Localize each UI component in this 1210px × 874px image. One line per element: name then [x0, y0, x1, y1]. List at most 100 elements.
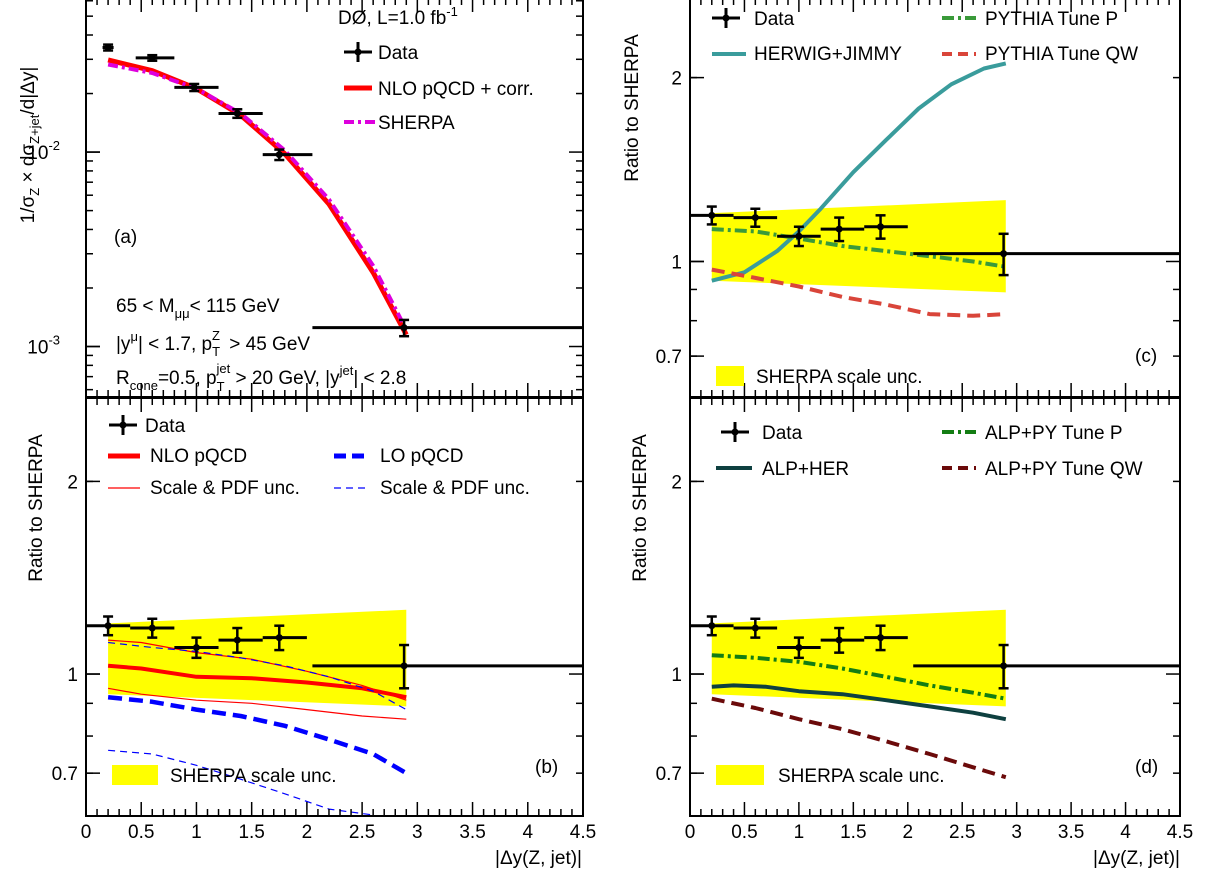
- legend-label-band: SHERPA scale unc.: [170, 766, 337, 787]
- panel-a-ylabel: 1/σZ × dσZ+jet/d|Δy|: [18, 67, 42, 224]
- legend-marker-data: [344, 42, 372, 62]
- data-point: [312, 643, 583, 690]
- x-tick-label: 4: [522, 822, 533, 843]
- legend-marker-band: [716, 765, 764, 785]
- y-tick-label: 0.7: [52, 764, 78, 785]
- data-point: [733, 617, 778, 639]
- x-tick-label: 1.5: [238, 822, 264, 843]
- data-point: [174, 636, 219, 660]
- data-marker: [751, 214, 759, 222]
- data-point: [777, 225, 821, 248]
- panel-a-legend: Data NLO pQCD + corr. SHERPA: [344, 42, 534, 134]
- data-marker: [400, 324, 408, 332]
- data-marker: [708, 622, 716, 630]
- data-point: [218, 626, 263, 654]
- data-marker: [233, 636, 241, 644]
- panel-d-xlabel: |Δy(Z, jet)|: [1093, 848, 1180, 869]
- legend-label-alp-qw: ALP+PY Tune QW: [985, 459, 1143, 480]
- data-marker: [192, 644, 200, 652]
- data-marker: [1000, 250, 1008, 258]
- data-marker: [148, 624, 156, 632]
- legend-label-herwig: HERWIG+JIMMY: [754, 44, 902, 65]
- data-marker: [708, 211, 716, 219]
- panel-d: 0 0.5 1 1.5 2 2.5 3 3.5 4 4.5 2 1 0.7 Ratio to SHERP…: [630, 397, 1193, 869]
- data-marker: [751, 624, 759, 632]
- x-tick-label: 2: [302, 822, 313, 843]
- data-point: [218, 108, 263, 120]
- legend-marker-band: [112, 765, 158, 785]
- legend-marker-data: [109, 415, 137, 435]
- panel-a: 10-2 10-3 1/σZ × dσZ+jet/d|Δy| (a) DØ, L=…: [18, 0, 584, 398]
- y-tick-exponent: -2: [48, 138, 60, 153]
- y-tick-label: 1: [67, 665, 78, 686]
- y-tick-label: 0.7: [656, 347, 682, 368]
- y-tick-label: 0.7: [656, 764, 682, 785]
- data-point: [86, 615, 131, 637]
- data-marker: [877, 223, 885, 231]
- curve-sherpa: [107, 62, 409, 331]
- data-marker: [877, 634, 885, 642]
- legend-label-pythia-p: PYTHIA Tune P: [985, 9, 1118, 30]
- sherpa-scale-band: [711, 609, 1006, 707]
- legend-label-data: Data: [754, 9, 795, 30]
- panel-d-ylabel: Ratio to SHERPA: [630, 434, 651, 582]
- curve-lo-pqcd: [107, 694, 408, 776]
- cut-mass: 65 < Mμμ< 115 GeV: [116, 296, 280, 321]
- panel-b-xlabel: |Δy(Z, jet)|: [495, 848, 582, 869]
- data-point: [913, 232, 1180, 277]
- data-marker: [795, 644, 803, 652]
- legend-label-band: SHERPA scale unc.: [756, 367, 923, 388]
- data-marker: [835, 225, 843, 233]
- data-point: [820, 216, 865, 243]
- data-point: [733, 207, 778, 228]
- x-tick-label: 2.5: [349, 822, 375, 843]
- data-marker: [1000, 662, 1008, 670]
- x-tick-label: 3.5: [459, 822, 485, 843]
- data-marker: [835, 636, 843, 644]
- x-tick-label: 1: [794, 822, 805, 843]
- x-tick-label: 3: [412, 822, 423, 843]
- legend-label-nlo-unc: Scale & PDF unc.: [150, 478, 300, 499]
- y-tick-label: 10-3: [27, 333, 60, 359]
- data-point: [135, 53, 175, 62]
- curve-pythia-tune-qw: [711, 267, 1006, 318]
- legend-label-nlo-corr: NLO pQCD + corr.: [378, 79, 534, 100]
- panel-c: 2 1 0.7 Ratio to SHERPA (c) Data PYTHIA Tu…: [622, 0, 1181, 398]
- legend-label-band: SHERPA scale unc.: [778, 766, 945, 787]
- y-tick-label: 2: [671, 472, 682, 493]
- data-point: [262, 624, 307, 652]
- data-point: [864, 624, 908, 652]
- curve-alp-py-tune-p: [711, 653, 1007, 701]
- data-point: [312, 318, 583, 338]
- curve-alp-her: [711, 683, 1007, 722]
- legend-label-data: Data: [145, 416, 186, 437]
- legend-label-nlo: NLO pQCD: [150, 446, 247, 467]
- data-marker: [190, 83, 198, 91]
- panel-c-ylabel: Ratio to SHERPA: [622, 34, 643, 182]
- data-point: [174, 82, 219, 93]
- panel-b-legend: Data NLO pQCD LO pQCD Scale & PDF unc. S…: [108, 415, 530, 787]
- legend-marker-band: [716, 366, 744, 386]
- data-marker: [275, 634, 283, 642]
- panel-d-label: (d): [1135, 757, 1158, 778]
- x-tick-label: 0.5: [128, 822, 154, 843]
- x-tick-label: 0.5: [731, 822, 757, 843]
- x-tick-label: 4: [1120, 822, 1131, 843]
- panel-b-ylabel: Ratio to SHERPA: [26, 434, 47, 582]
- curve-pythia-tune-p: [711, 227, 1007, 269]
- y-tick-label: 2: [671, 69, 682, 90]
- data-point: [864, 214, 908, 240]
- data-marker: [148, 54, 156, 62]
- curve-herwig-jimmy: [711, 61, 1007, 283]
- panel-b: 0 0.5 1 1.5 2 2.5 3 3.5 4 4.5 2 1 0.7 Ratio to SHERP…: [26, 397, 596, 869]
- x-tick-label: 0: [685, 822, 696, 843]
- x-tick-label: 3.5: [1058, 822, 1084, 843]
- y-tick-label: 10-2: [27, 138, 60, 164]
- panel-c-legend: Data PYTHIA Tune P HERWIG+JIMMY PYTHIA T…: [712, 8, 1138, 388]
- data-marker: [104, 622, 112, 630]
- cut-rapidity: |yμ| < 1.7, pTZ > 45 GeV: [116, 328, 310, 359]
- x-tick-label: 1: [191, 822, 202, 843]
- data-point: [262, 148, 313, 162]
- data-marker: [233, 109, 241, 117]
- data-point: [913, 643, 1180, 690]
